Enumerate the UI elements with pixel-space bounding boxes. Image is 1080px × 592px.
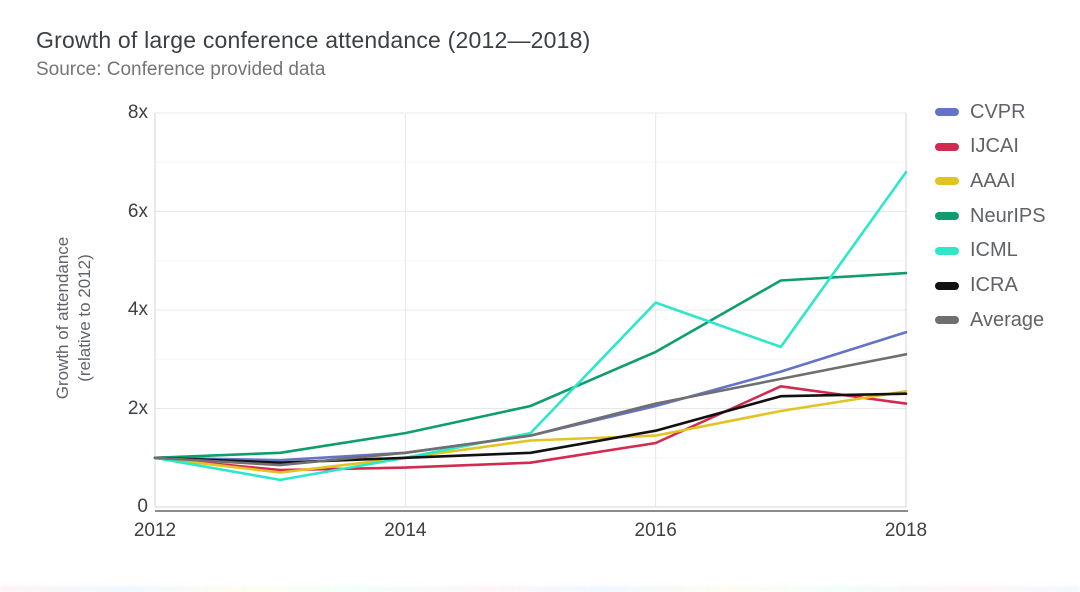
x-tick-label: 2016 bbox=[634, 520, 677, 541]
y-tick-label: 2x bbox=[127, 397, 148, 419]
legend-label: CVPR bbox=[970, 100, 1026, 123]
y-tick-label: 8x bbox=[127, 102, 148, 123]
legend-label: ICML bbox=[970, 239, 1018, 262]
series-line-icml bbox=[153, 170, 908, 482]
legend-item-ijcai: IJCAI bbox=[935, 135, 1019, 159]
series-line-ijcai bbox=[153, 384, 908, 472]
legend-swatch-icon bbox=[935, 316, 959, 325]
chart-title: Growth of large conference attendance (2… bbox=[36, 27, 591, 53]
legend-swatch-icon bbox=[935, 281, 959, 290]
legend-label: AAAI bbox=[970, 169, 1016, 192]
legend-label: Average bbox=[970, 308, 1045, 331]
x-tick-label: 2018 bbox=[884, 520, 928, 541]
legend-swatch-icon bbox=[935, 177, 959, 186]
legend-label: NeurIPS bbox=[970, 204, 1046, 227]
y-tick-label: 0 bbox=[137, 496, 148, 517]
legend-item-icra: ICRA bbox=[935, 274, 1018, 298]
legend-swatch-icon bbox=[935, 246, 959, 255]
legend-item-neurips: NeurIPS bbox=[935, 204, 1046, 228]
series-line-average bbox=[153, 352, 908, 467]
legend-label: ICRA bbox=[970, 274, 1018, 296]
legend-label: IJCAI bbox=[970, 135, 1019, 158]
legend-swatch-icon bbox=[935, 108, 959, 116]
legend-item-cvpr: CVPR bbox=[935, 100, 1026, 124]
x-tick-label: 2014 bbox=[384, 520, 427, 541]
legend-item-aaai: AAAI bbox=[935, 169, 1016, 193]
series-line-icra bbox=[153, 392, 908, 465]
legend-swatch-icon bbox=[935, 212, 959, 221]
chart-subtitle: Source: Conference provided data bbox=[36, 59, 326, 80]
x-tick-label: 2012 bbox=[133, 520, 177, 541]
y-tick-label: 4x bbox=[127, 299, 148, 320]
legend-swatch-icon bbox=[935, 142, 959, 151]
legend-item-icml: ICML bbox=[935, 239, 1018, 263]
series-line-neurips bbox=[153, 271, 908, 460]
legend-item-average: Average bbox=[935, 308, 1044, 332]
series-line-aaai bbox=[153, 389, 908, 474]
y-tick-label: 6x bbox=[127, 200, 148, 222]
bottom-edge-artifact bbox=[0, 586, 1080, 592]
